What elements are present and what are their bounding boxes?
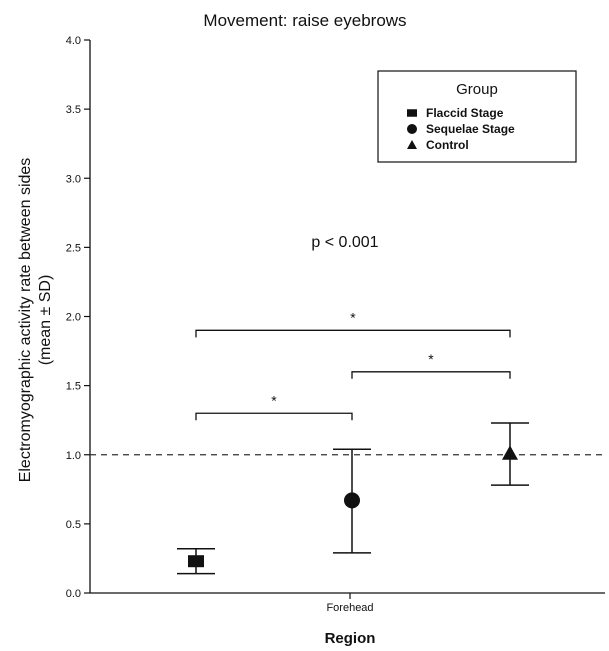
y-axis-label-sub: (mean ± SD) <box>37 275 54 366</box>
data-point <box>344 492 360 509</box>
y-axis-label: Electromyographic activity rate between … <box>17 158 34 483</box>
legend-label: Sequelae Stage <box>426 122 515 136</box>
significance-star: * <box>428 351 434 367</box>
p-value-annotation: p < 0.001 <box>311 234 378 251</box>
y-tick-label: 1.5 <box>66 381 81 393</box>
legend-item-flaccid-stage: Flaccid Stage <box>407 106 504 120</box>
x-axis-label: Region <box>325 630 376 647</box>
y-tick-label: 3.5 <box>66 104 81 116</box>
y-tick-label: 1.0 <box>66 450 81 462</box>
legend-marker <box>407 124 417 134</box>
y-ticks: 0.0 0.5 1.0 1.5 2.0 2.5 3.0 3.5 4.0 <box>66 35 90 600</box>
legend-item-control: Control <box>407 138 469 152</box>
significance-star: * <box>271 392 277 408</box>
series-sequelae-stage <box>333 448 371 554</box>
y-tick-label: 2.5 <box>66 242 81 254</box>
series-control <box>491 422 529 486</box>
data-series <box>177 422 529 575</box>
data-point <box>188 555 204 568</box>
legend-items: Flaccid Stage Sequelae Stage Control <box>407 106 515 152</box>
y-tick-label: 0.5 <box>66 519 81 531</box>
y-tick-label: 3.0 <box>66 173 81 185</box>
legend-marker <box>407 109 417 117</box>
significance-bracket <box>195 329 511 338</box>
series-flaccid-stage <box>177 548 215 575</box>
data-point <box>502 445 518 460</box>
significance-star: * <box>350 309 356 325</box>
legend-marker <box>407 140 417 149</box>
significance-brackets: * * * <box>195 309 511 421</box>
chart-title: Movement: raise eyebrows <box>203 11 406 30</box>
y-tick-label: 2.0 <box>66 312 81 324</box>
legend-label: Flaccid Stage <box>426 106 504 120</box>
significance-bracket <box>195 412 353 421</box>
legend-title: Group <box>456 81 498 98</box>
legend: Group Flaccid Stage Sequelae Stage Control <box>377 70 577 163</box>
x-tick-label: Forehead <box>326 602 373 614</box>
legend-label: Control <box>426 138 469 152</box>
significance-bracket <box>351 371 511 379</box>
legend-item-sequelae-stage: Sequelae Stage <box>407 122 515 136</box>
y-tick-label: 0.0 <box>66 588 81 600</box>
y-tick-label: 4.0 <box>66 35 81 47</box>
x-categories: Forehead <box>326 593 374 614</box>
